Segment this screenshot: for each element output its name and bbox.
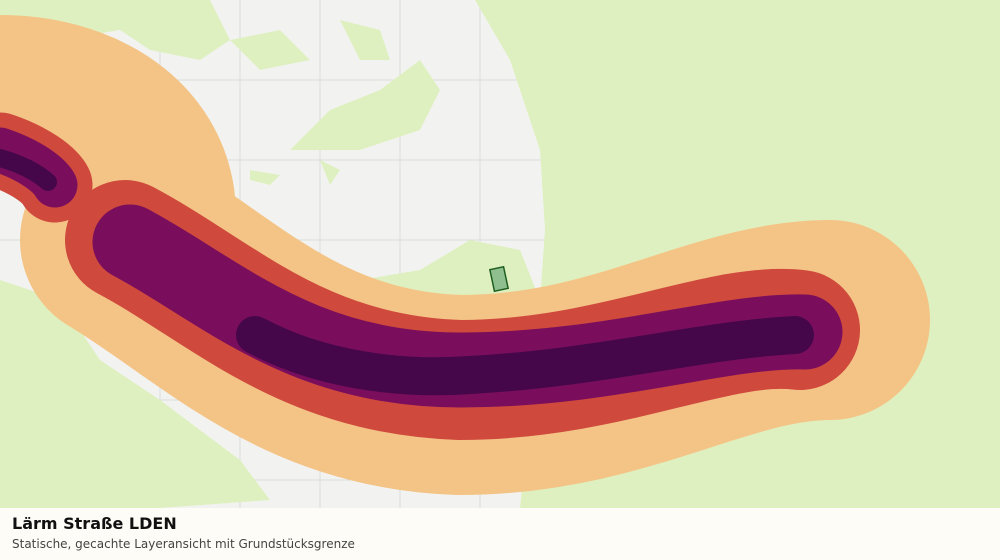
parcel-boundary	[488, 265, 510, 293]
caption-subtitle: Statische, gecachte Layeransicht mit Gru…	[12, 537, 355, 551]
caption-title: Lärm Straße LDEN	[12, 514, 177, 533]
noise-contours	[0, 15, 930, 495]
caption: Lärm Straße LDEN Statische, gecachte Lay…	[0, 508, 1000, 560]
map	[0, 0, 1000, 508]
